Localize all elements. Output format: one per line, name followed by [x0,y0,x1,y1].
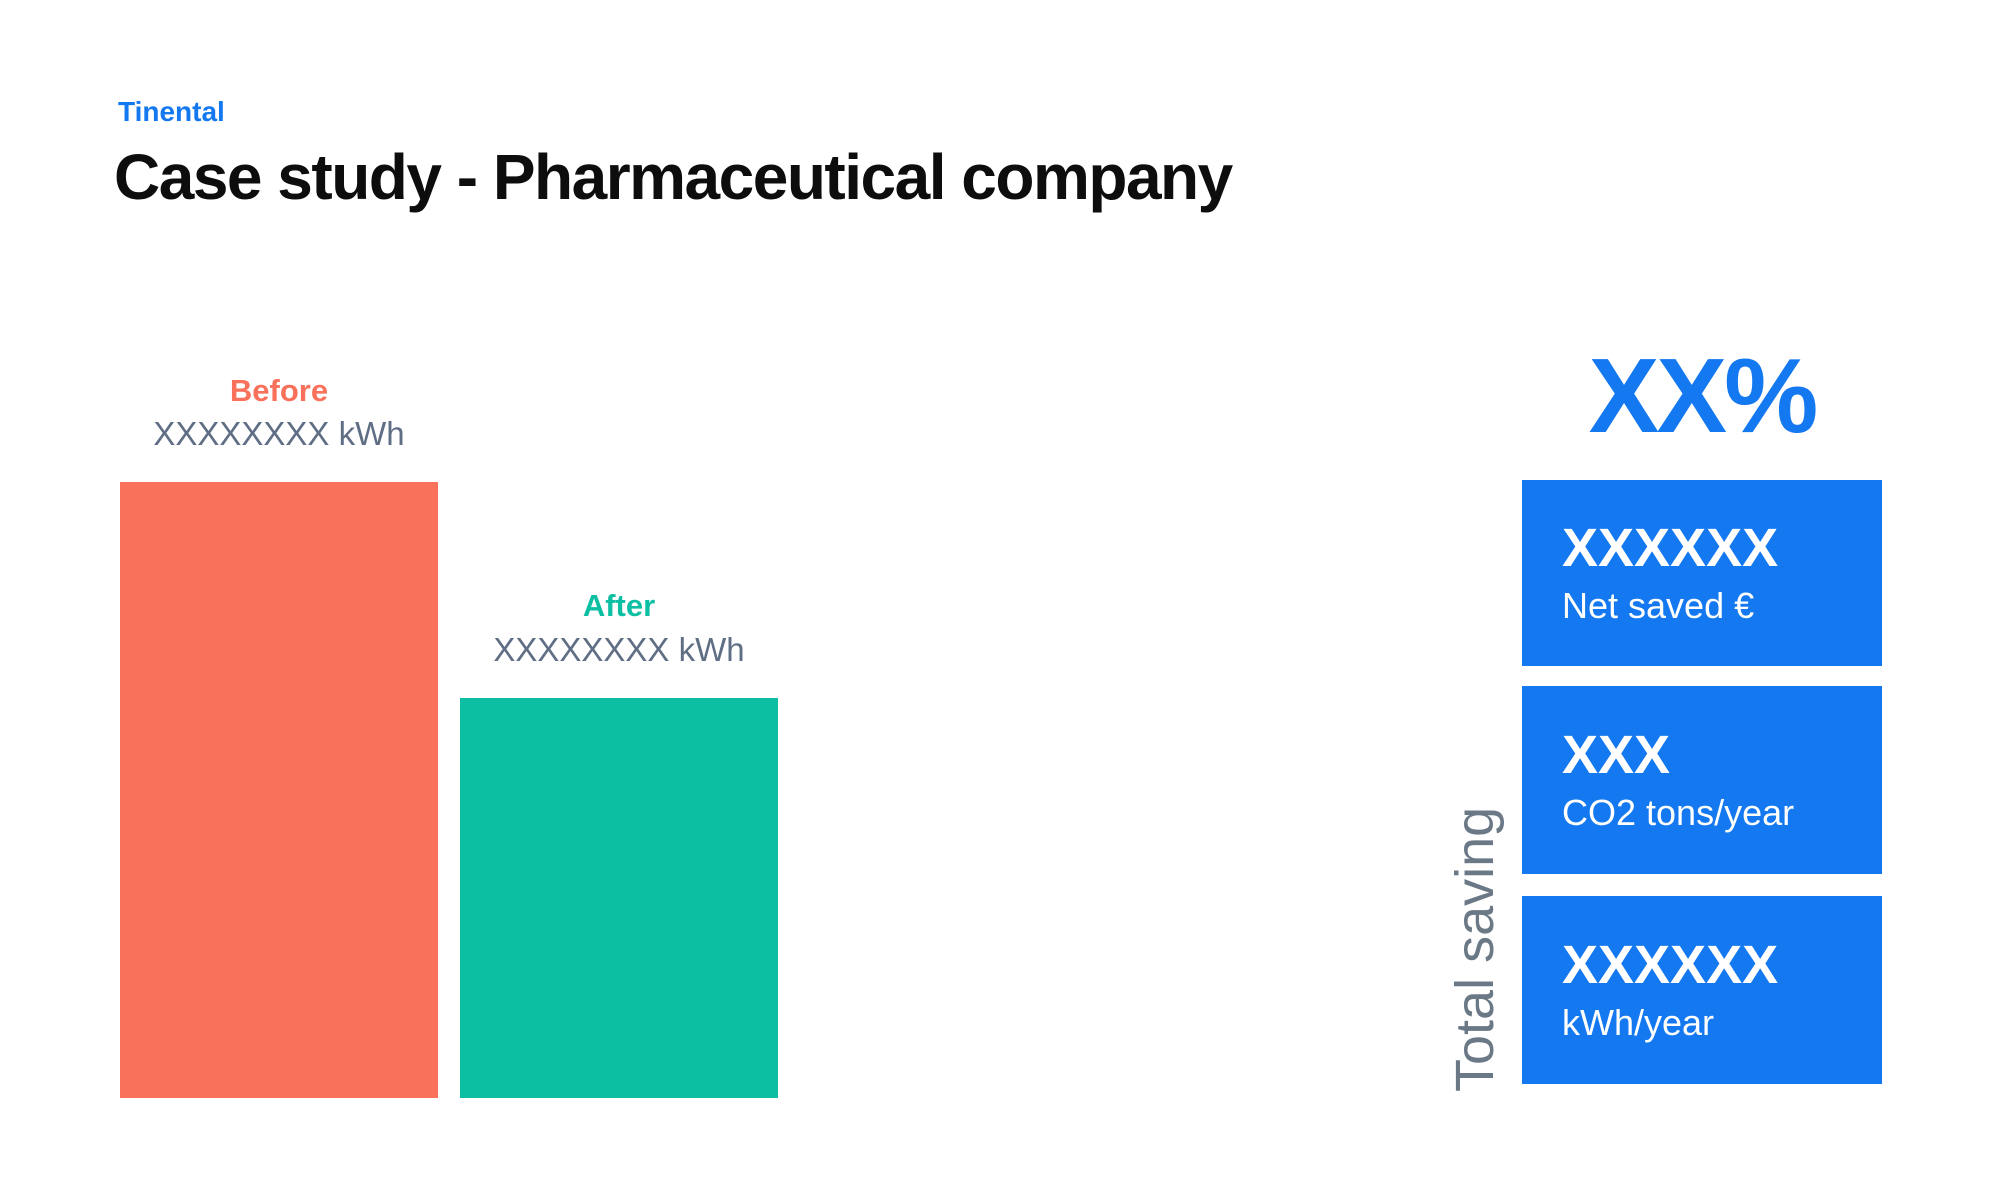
stat-value: XXXXXX [1562,517,1779,578]
page-title: Case study - Pharmaceutical company [114,141,1233,213]
stat-box-kwh: XXXXXX kWh/year [1522,896,1882,1084]
stat-label: CO2 tons/year [1562,791,1795,833]
bar-category-before: Before [229,372,329,408]
total-saving-percent: XX% [1588,337,1819,455]
total-saving-vertical-label: Total saving [1445,806,1505,1092]
stat-box-co2: XXX CO2 tons/year [1522,686,1882,874]
bar-label-after: After XXXXXXXX kWh [460,588,778,669]
bar-value-after: XXXXXXXX kWh [493,631,745,669]
stat-label: kWh/year [1562,1001,1715,1043]
bar-before [120,482,438,1098]
stat-value: XXXXXX [1562,934,1779,995]
bar-category-after: After [582,588,656,624]
stat-value: XXX [1562,724,1671,785]
brand-wordmark: Tinental [118,96,225,127]
bar-after [460,697,778,1098]
bar-value-before: XXXXXXXX kWh [153,415,405,453]
stat-box-net-saved: XXXXXX Net saved € [1522,480,1882,666]
bar-label-before: Before XXXXXXXX kWh [120,373,438,454]
stat-label: Net saved € [1562,584,1755,626]
